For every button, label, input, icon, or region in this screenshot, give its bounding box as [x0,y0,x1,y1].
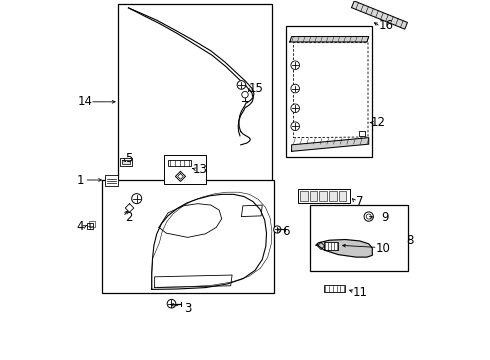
Bar [359,131,366,136]
Bar [310,191,318,201]
Bar [324,285,345,292]
Text: 9: 9 [381,211,389,224]
Bar [89,221,96,227]
Text: 11: 11 [352,287,368,300]
Circle shape [274,226,281,233]
Text: 2: 2 [124,211,132,224]
Text: 13: 13 [193,163,208,176]
Bar [329,191,337,201]
Circle shape [242,91,248,98]
Text: 1: 1 [76,174,84,186]
Text: 5: 5 [125,152,132,165]
Polygon shape [351,1,407,29]
Bar [286,26,372,157]
Bar [324,242,338,250]
Bar [120,158,132,166]
Circle shape [132,194,142,204]
Bar [298,189,350,203]
Bar [164,155,205,184]
Polygon shape [290,37,368,42]
Text: 3: 3 [184,302,191,315]
Text: 16: 16 [379,19,394,32]
Circle shape [167,300,176,308]
Circle shape [364,212,373,221]
Circle shape [291,104,299,113]
Polygon shape [292,138,368,151]
Text: 12: 12 [370,116,385,129]
Bar [319,191,327,201]
Polygon shape [316,239,372,257]
Text: 4: 4 [76,220,84,233]
Bar [87,223,93,229]
Text: 6: 6 [283,225,290,238]
Bar [339,191,346,201]
Bar [168,160,191,166]
Circle shape [291,122,299,131]
Bar [101,180,274,293]
Text: 14: 14 [78,95,93,108]
Circle shape [366,214,371,219]
Circle shape [291,84,299,93]
Bar [105,175,118,186]
Text: 10: 10 [376,242,391,255]
Bar [122,160,129,164]
Circle shape [291,61,299,69]
Text: 8: 8 [406,234,414,247]
Bar [300,191,308,201]
Text: 15: 15 [248,82,263,95]
Bar [310,205,408,271]
Text: 7: 7 [356,195,364,208]
Bar [118,4,272,182]
Circle shape [237,81,245,89]
